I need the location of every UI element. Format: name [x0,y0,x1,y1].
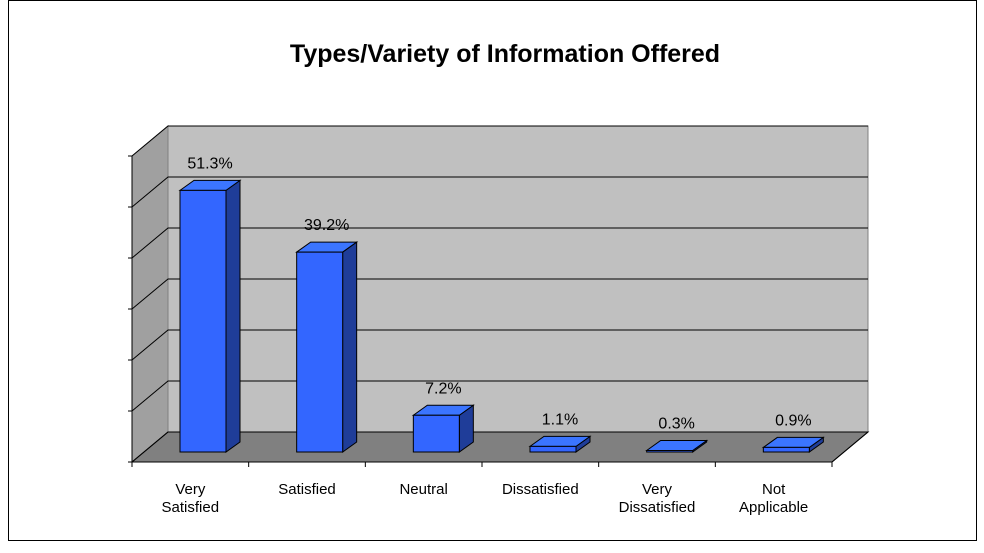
bar [178,179,242,453]
bar-front [762,446,810,453]
x-tick-label: Dissatisfied [501,481,579,498]
grid-line [131,125,868,157]
x-tick-label: Not Applicable [739,481,809,516]
grid-line [131,431,868,463]
value-label: 7.2% [425,380,461,397]
bar-side [342,241,358,453]
bar-front [179,189,227,453]
x-tick-label: Satisfied [278,481,336,498]
bar [295,241,359,453]
bar [411,404,475,453]
floor [130,431,870,463]
value-label: 0.3% [658,415,694,432]
x-tick-label: Neutral [399,481,448,498]
x-tick-label: Very Dissatisfied [618,481,696,516]
bar-front [646,449,694,453]
floor-edge [831,431,869,463]
value-label: 1.1% [542,411,578,428]
value-label: 51.3% [187,155,232,172]
bar [645,439,709,453]
bar [761,436,825,453]
grid-line [131,176,868,208]
bar-front [296,251,344,453]
chart-title: Types/Variety of Information Offered [290,40,720,68]
bar-side [225,179,241,453]
value-label: 0.9% [775,412,811,429]
bar-front [529,445,577,453]
grid-line [131,380,868,412]
grid-line [131,227,868,259]
x-tick-label: Very Satisfied [161,481,220,516]
grid-line [131,329,868,361]
grid-line [131,278,868,310]
bar [528,435,592,453]
bar-front [412,414,460,453]
value-label: 39.2% [304,217,349,234]
